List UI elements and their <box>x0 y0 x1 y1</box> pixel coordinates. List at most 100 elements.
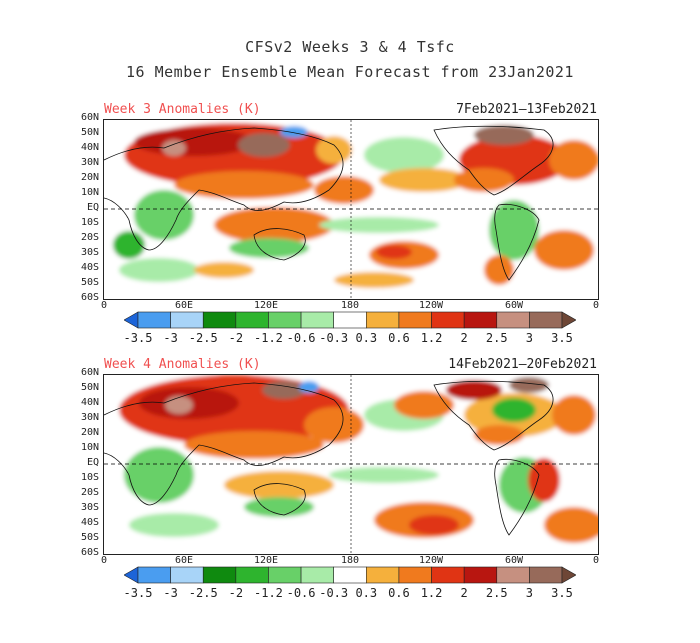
colorbar-tick-label: -3.5 <box>123 586 153 600</box>
chart-title: CFSv2 Weeks 3 & 4 Tsfc <box>245 38 455 56</box>
colorbar-tick-label: 1.2 <box>420 586 443 600</box>
canada-extreme-warm <box>509 377 549 393</box>
lat-label: 10S <box>80 217 99 228</box>
alaska-warm <box>446 380 502 400</box>
southern-indian-warm <box>194 262 254 278</box>
colorbar-swatch <box>137 566 171 584</box>
lat-label: 10N <box>80 442 99 453</box>
colorbar-swatch <box>137 311 171 329</box>
colorbar-swatch <box>170 311 204 329</box>
colorbar-week4 <box>124 566 576 584</box>
lon-label: 0 <box>100 555 108 566</box>
south-america-warm <box>528 458 560 502</box>
chart-subtitle: 16 Member Ensemble Mean Forecast from 23… <box>126 63 574 81</box>
lon-label: 60E <box>174 300 194 311</box>
lon-label: 60W <box>504 555 524 566</box>
lon-label: 180 <box>340 555 360 566</box>
lat-label: 40N <box>80 397 99 408</box>
gulf-warm <box>474 425 524 445</box>
colorbar-swatch <box>202 311 237 329</box>
lon-label: 60W <box>504 300 524 311</box>
africa-cool-region <box>134 190 194 240</box>
colorbar-tick-label: -0.6 <box>286 331 316 345</box>
week4-map-svg <box>104 375 598 554</box>
lat-label: 30S <box>80 247 99 258</box>
lat-label: 50N <box>80 127 99 138</box>
colorbar-swatch <box>431 566 465 584</box>
colorbar-swatch <box>366 311 400 329</box>
central-pacific-warm <box>394 391 454 419</box>
lat-label: EQ <box>86 202 99 213</box>
south-atlantic-cool <box>119 258 199 282</box>
colorbar-swatch <box>463 566 498 584</box>
colorbar-swatch <box>561 566 576 584</box>
australia-outline <box>253 483 306 516</box>
patagonia-warm <box>484 255 514 285</box>
north-atlantic-warm <box>549 140 598 180</box>
colorbar-swatch <box>202 566 237 584</box>
lat-label: 30S <box>80 502 99 513</box>
lat-label: 50S <box>80 277 99 288</box>
colorbar-tick-label: 0.6 <box>388 586 410 600</box>
south-pacific-core <box>409 515 459 535</box>
south-atlantic-cool <box>129 513 219 537</box>
lon-label: 120E <box>253 300 279 311</box>
lon-label: 120W <box>418 300 444 311</box>
lat-label: 30N <box>80 157 99 168</box>
colorbar-swatch <box>398 566 432 584</box>
colorbar-tick-label: -0.6 <box>286 586 316 600</box>
colorbar-swatch <box>366 566 400 584</box>
colorbar-swatch <box>431 311 465 329</box>
lat-label: 20S <box>80 487 99 498</box>
colorbar-swatch <box>235 566 269 584</box>
lon-label: 120E <box>253 555 279 566</box>
canada-extreme-warm <box>474 125 534 145</box>
japan-warm <box>316 136 352 164</box>
colorbar-tick-label: -3.5 <box>123 331 153 345</box>
australia-outline <box>253 228 306 261</box>
panel1-dates: 7Feb2021–13Feb2021 <box>456 102 597 117</box>
south-atlantic-warm <box>544 507 598 543</box>
colorbar-tick-label: -1.2 <box>254 586 283 600</box>
gulf-warm <box>454 168 514 192</box>
colorbar-swatch <box>170 566 204 584</box>
colorbar-swatch <box>496 566 530 584</box>
week3-map-svg <box>104 120 598 299</box>
south-atlantic-warm <box>534 230 594 270</box>
lon-label: 0 <box>592 300 600 311</box>
lon-label: 120W <box>418 555 444 566</box>
caspian-extreme-warm <box>165 396 193 414</box>
colorbar-swatch <box>124 566 139 584</box>
colorbar-tick-label: -2 <box>228 331 244 345</box>
colorbar-swatch <box>529 566 563 584</box>
lat-label: 60N <box>80 367 99 378</box>
lat-label: 60N <box>80 112 99 123</box>
panel2-title: Week 4 Anomalies (K) <box>104 357 261 372</box>
lon-label: 60E <box>174 555 194 566</box>
indian-ocean-warm <box>224 471 334 499</box>
lat-label: 30N <box>80 412 99 423</box>
colorbar-tick-label: -3 <box>163 586 178 600</box>
mongolia-extreme-warm <box>238 133 290 157</box>
lon-label: 180 <box>340 300 360 311</box>
lon-label: 0 <box>100 300 108 311</box>
lat-label: 40S <box>80 517 99 528</box>
lat-label: 50S <box>80 532 99 543</box>
colorbar-swatch <box>496 311 530 329</box>
colorbar-tick-label: 0.3 <box>355 586 378 600</box>
lat-label: 40S <box>80 262 99 273</box>
colorbar-swatch <box>398 311 432 329</box>
west-pacific-warm <box>314 176 374 204</box>
west-pacific-warm <box>304 407 364 443</box>
colorbar-tick-label: 1.2 <box>420 331 443 345</box>
north-america-outline <box>433 125 554 196</box>
lat-label: 40N <box>80 142 99 153</box>
caspian-extreme-warm <box>162 140 186 156</box>
colorbar-tick-label: 2.5 <box>485 331 508 345</box>
north-america-cool <box>492 398 536 422</box>
lon-label: 0 <box>592 555 600 566</box>
colorbar-tick-label: 3.5 <box>551 586 573 600</box>
colorbar-week3 <box>124 311 576 329</box>
north-america-outline <box>433 380 554 451</box>
indian-ocean-warm <box>214 207 334 243</box>
